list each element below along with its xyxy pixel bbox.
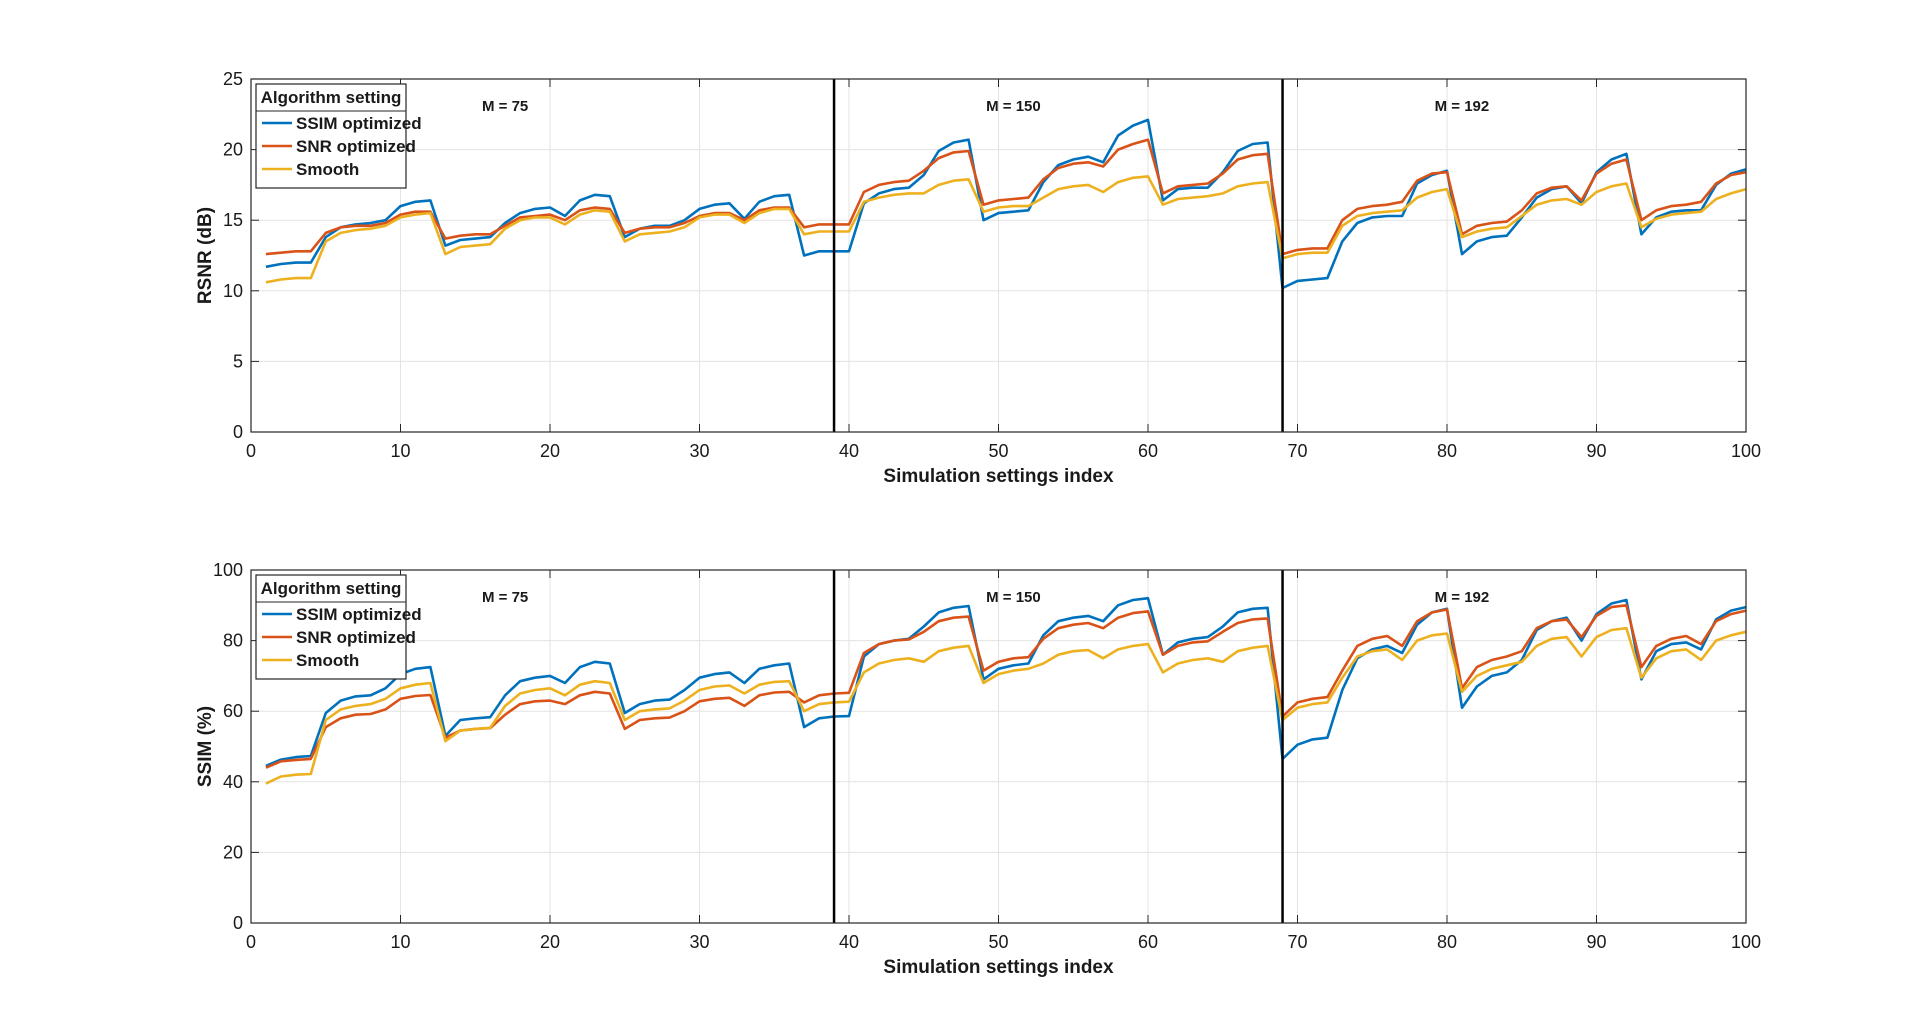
x-axis-label: Simulation settings index — [883, 466, 1114, 487]
chart-panel-2: M = 75 M = 150 M = 192 0 10 20 30 40 50 60 70 80 90 1… — [195, 560, 1761, 978]
x-tick-label: 30 — [689, 932, 709, 952]
x-tick-label: 60 — [1138, 441, 1158, 461]
x-tick-label: 10 — [390, 441, 410, 461]
region-label: M = 75 — [482, 98, 528, 115]
x-tick-label: 70 — [1287, 932, 1307, 952]
y-axis-label: SSIM (%) — [195, 706, 216, 787]
x-tick-label: 60 — [1138, 932, 1158, 952]
y-tick-label: 5 — [233, 351, 243, 371]
region-label: M = 192 — [1435, 589, 1490, 606]
x-tick-label: 20 — [540, 932, 560, 952]
legend-title: Algorithm setting — [261, 88, 402, 107]
x-tick-label: 20 — [540, 441, 560, 461]
y-tick-label: 20 — [223, 140, 243, 160]
x-tick-label: 30 — [689, 441, 709, 461]
x-tick-label: 50 — [988, 441, 1008, 461]
x-tick-label: 0 — [246, 441, 256, 461]
x-axis-label: Simulation settings index — [883, 957, 1114, 978]
legend-entry: Smooth — [296, 160, 359, 179]
series-line-smooth — [265, 175, 1747, 284]
x-tick-label: 50 — [988, 932, 1008, 952]
x-tick-label: 70 — [1287, 441, 1307, 461]
x-tick-label: 40 — [839, 932, 859, 952]
y-tick-label: 25 — [223, 69, 243, 89]
legend: Algorithm setting SSIM optimized SNR optim… — [255, 83, 422, 189]
x-tick-label: 40 — [839, 441, 859, 461]
y-tick-label: 80 — [223, 631, 243, 651]
y-tick-label: 60 — [223, 701, 243, 721]
legend-box — [255, 574, 407, 680]
legend-title: Algorithm setting — [261, 579, 402, 598]
y-tick-label: 100 — [213, 560, 243, 580]
x-tick-label: 80 — [1437, 932, 1457, 952]
legend-entry: SNR optimized — [296, 137, 416, 156]
region-label: M = 192 — [1435, 98, 1490, 115]
series-line-snr-optimized — [265, 603, 1747, 769]
y-tick-label: 10 — [223, 281, 243, 301]
legend-entry: Smooth — [296, 651, 359, 670]
legend-box — [255, 83, 407, 189]
x-tick-label: 0 — [246, 932, 256, 952]
region-label: M = 75 — [482, 589, 528, 606]
series-line-snr-optimized — [265, 138, 1747, 256]
series-line-ssim-optimized — [265, 118, 1747, 290]
x-tick-label: 100 — [1731, 441, 1761, 461]
y-tick-label: 15 — [223, 210, 243, 230]
y-tick-label: 20 — [223, 842, 243, 862]
x-tick-label: 100 — [1731, 932, 1761, 952]
x-tick-label: 90 — [1586, 932, 1606, 952]
legend-entry: SNR optimized — [296, 628, 416, 647]
region-label: M = 150 — [986, 98, 1041, 115]
y-tick-label: 0 — [233, 913, 243, 933]
region-label: M = 150 — [986, 589, 1041, 606]
y-tick-label: 0 — [233, 422, 243, 442]
y-tick-label: 40 — [223, 772, 243, 792]
x-tick-label: 80 — [1437, 441, 1457, 461]
legend-entry: SSIM optimized — [296, 114, 422, 133]
series-line-smooth — [265, 626, 1747, 785]
x-tick-label: 90 — [1586, 441, 1606, 461]
legend-entry: SSIM optimized — [296, 605, 422, 624]
y-axis-label: RSNR (dB) — [195, 207, 216, 304]
legend: Algorithm setting SSIM optimized SNR optim… — [255, 574, 422, 680]
series-line-ssim-optimized — [265, 596, 1747, 768]
x-tick-label: 10 — [390, 932, 410, 952]
